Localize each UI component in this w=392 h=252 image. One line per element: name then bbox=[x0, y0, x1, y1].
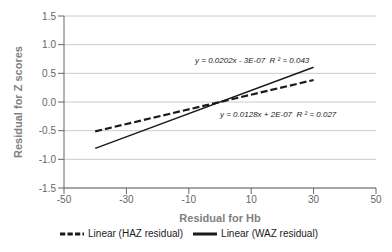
svg-text:y = 0.0128x + 2E-07 R ² = 0.0: y = 0.0128x + 2E-07 R ² = 0.027 bbox=[219, 110, 337, 119]
svg-text:Residual for Hb: Residual for Hb bbox=[179, 212, 261, 224]
svg-text:-30: -30 bbox=[119, 194, 134, 205]
svg-text:-10: -10 bbox=[182, 194, 197, 205]
svg-text:Residual for Z scores: Residual for Z scores bbox=[12, 46, 24, 158]
svg-text:0.5: 0.5 bbox=[42, 68, 56, 79]
svg-text:30: 30 bbox=[308, 194, 320, 205]
svg-text:-1.0: -1.0 bbox=[39, 154, 57, 165]
svg-text:1.5: 1.5 bbox=[42, 11, 56, 22]
svg-text:-1.5: -1.5 bbox=[39, 183, 57, 194]
html-text:Linear (HAZ residual): Linear (HAZ residual) bbox=[88, 227, 184, 239]
svg-text:-0.5: -0.5 bbox=[39, 125, 57, 136]
html-text:Linear (WAZ residual): Linear (WAZ residual) bbox=[221, 227, 318, 239]
svg-text:50: 50 bbox=[370, 194, 382, 205]
svg-text:y = 0.0202x - 3E-07 R ² = 0.0: y = 0.0202x - 3E-07 R ² = 0.043 bbox=[194, 56, 310, 65]
svg-text:1.0: 1.0 bbox=[42, 39, 56, 50]
svg-text:0.0: 0.0 bbox=[42, 97, 56, 108]
svg-text:10: 10 bbox=[246, 194, 258, 205]
svg-text:-50: -50 bbox=[57, 194, 72, 205]
